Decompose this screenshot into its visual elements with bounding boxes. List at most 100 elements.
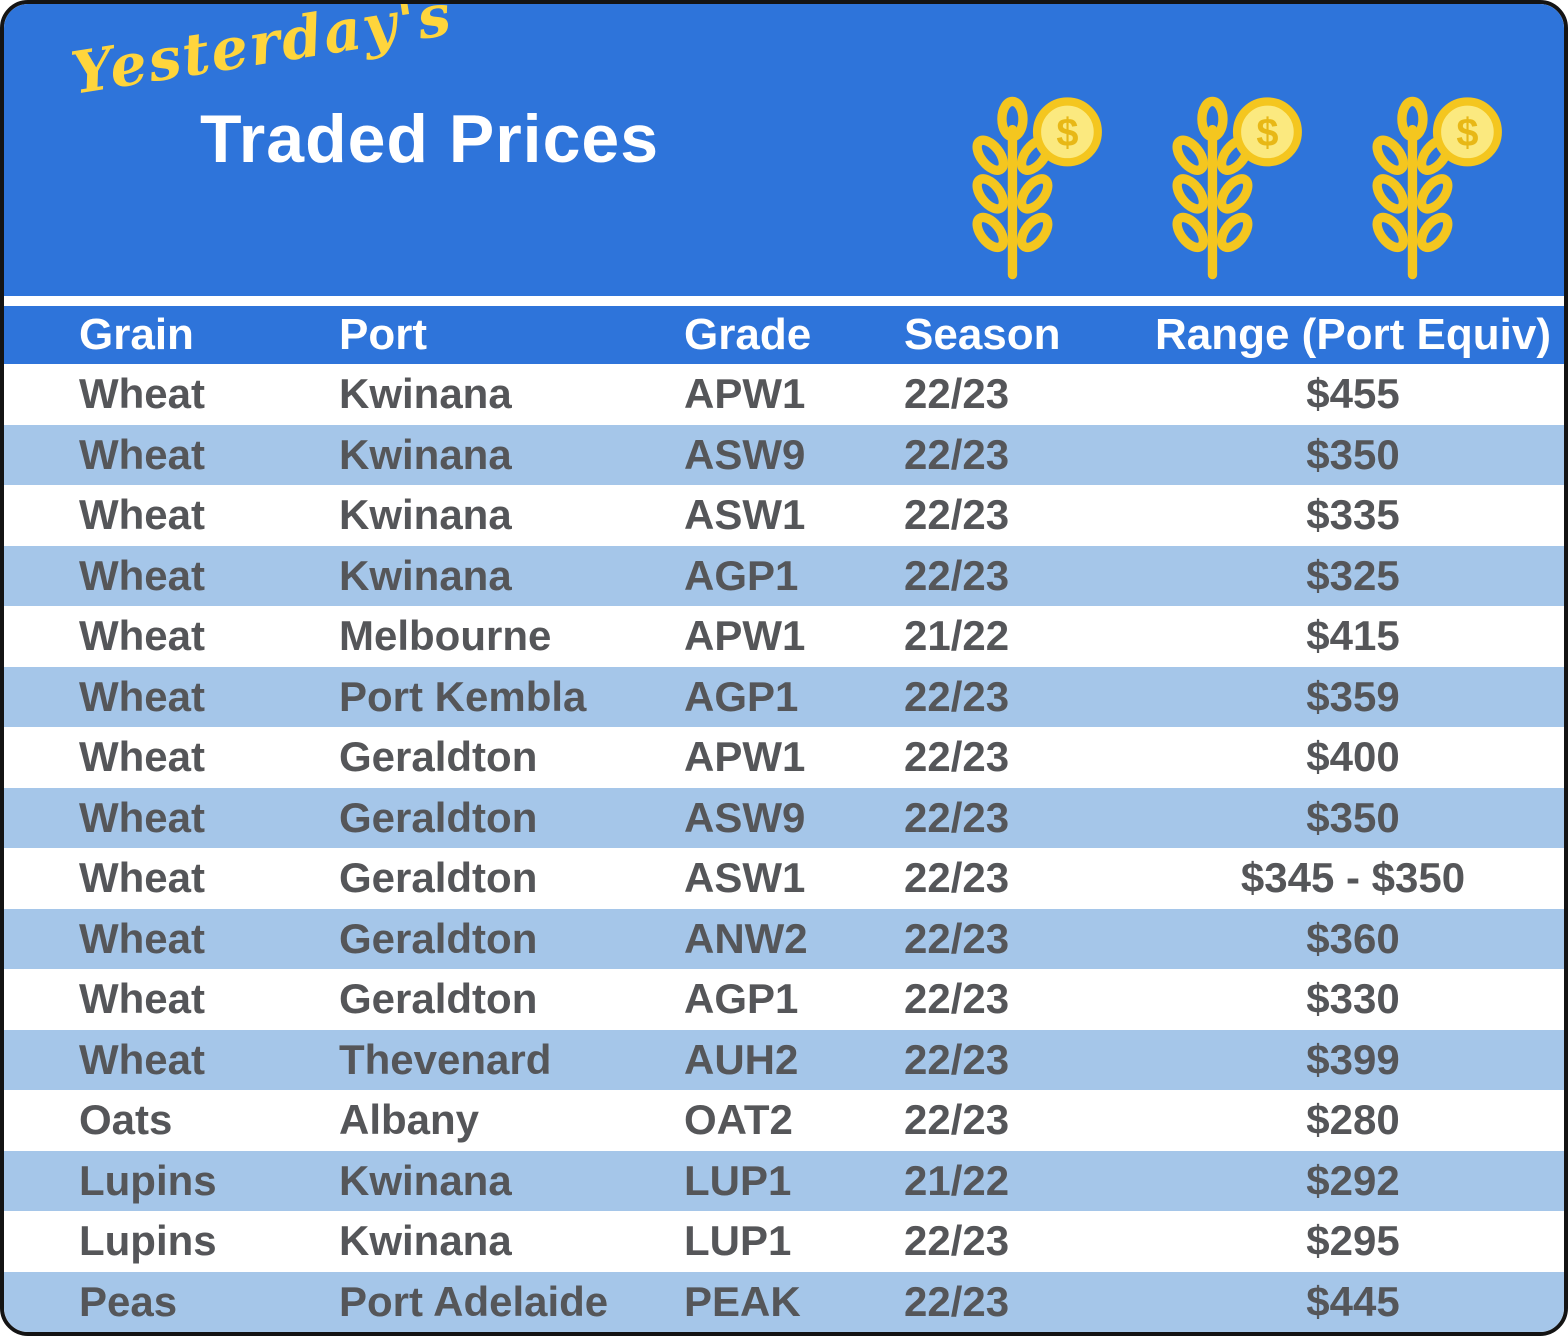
cell-grade: OAT2: [684, 1096, 793, 1144]
cell-grade: APW1: [684, 612, 806, 660]
table-row: Wheat Geraldton ASW1 22/23 $345 - $350: [4, 848, 1564, 909]
cell-range: $455: [1306, 370, 1400, 418]
cell-grain: Wheat: [79, 491, 205, 539]
table-row: Wheat Geraldton ASW9 22/23 $350: [4, 787, 1564, 848]
cell-port: Geraldton: [339, 733, 538, 781]
cell-grain: Peas: [79, 1277, 178, 1325]
cell-port: Geraldton: [339, 975, 538, 1023]
table-row: Wheat Port Kembla AGP1 22/23 $359: [4, 666, 1564, 727]
table-row: Wheat Geraldton ANW2 22/23 $360: [4, 908, 1564, 969]
table-row: Wheat Kwinana ASW1 22/23 $335: [4, 485, 1564, 546]
wheat-coin-icon: $: [1372, 96, 1502, 280]
cell-season: 22/23: [904, 491, 1010, 539]
cell-season: 22/23: [904, 733, 1010, 781]
cell-range: $292: [1306, 1156, 1400, 1204]
coin-dollar-symbol: $: [1056, 111, 1078, 155]
cell-season: 22/23: [904, 672, 1010, 720]
table-row: Wheat Melbourne APW1 21/22 $415: [4, 606, 1564, 667]
cell-port: Geraldton: [339, 914, 538, 962]
cell-grain: Lupins: [79, 1217, 217, 1265]
cell-range: $280: [1306, 1096, 1400, 1144]
cell-season: 22/23: [904, 1035, 1010, 1083]
cell-grade: AGP1: [684, 551, 799, 599]
cell-range: $359: [1306, 672, 1400, 720]
cell-season: 22/23: [904, 914, 1010, 962]
table-row: Lupins Kwinana LUP1 22/23 $295: [4, 1211, 1564, 1272]
cell-grain: Oats: [79, 1096, 173, 1144]
wheat-icons-group: $ $: [954, 92, 1506, 284]
wheat-coin-icon: $: [972, 96, 1102, 280]
cell-range: $325: [1306, 551, 1400, 599]
cell-range: $399: [1306, 1035, 1400, 1083]
cell-range: $415: [1306, 612, 1400, 660]
cell-grade: AGP1: [684, 975, 799, 1023]
cell-grain: Wheat: [79, 793, 205, 841]
cell-grade: APW1: [684, 370, 806, 418]
cell-season: 22/23: [904, 793, 1010, 841]
cell-grade: LUP1: [684, 1156, 792, 1204]
cell-range: $335: [1306, 491, 1400, 539]
table-row: Wheat Kwinana AGP1 22/23 $325: [4, 545, 1564, 606]
cell-season: 22/23: [904, 430, 1010, 478]
coin-dollar-symbol: $: [1456, 111, 1478, 155]
coin-icon: [1232, 97, 1302, 167]
cell-port: Thevenard: [339, 1035, 552, 1083]
cell-range: $350: [1306, 430, 1400, 478]
cell-range: $360: [1306, 914, 1400, 962]
cell-grain: Wheat: [79, 612, 205, 660]
cell-port: Kwinana: [339, 491, 512, 539]
cell-port: Kwinana: [339, 1217, 512, 1265]
cell-grain: Lupins: [79, 1156, 217, 1204]
cell-range: $295: [1306, 1217, 1400, 1265]
table-row: Peas Port Adelaide PEAK 22/23 $445: [4, 1271, 1564, 1332]
cell-range: $400: [1306, 733, 1400, 781]
cell-port: Melbourne: [339, 612, 552, 660]
table-header-row: Grain Port Grade Season Range (Port Equi…: [4, 306, 1564, 364]
wheat-coin-icon: $: [1172, 96, 1302, 280]
table-row: Wheat Geraldton AGP1 22/23 $330: [4, 969, 1564, 1030]
cell-range: $350: [1306, 793, 1400, 841]
cell-port: Kwinana: [339, 1156, 512, 1204]
cell-grade: ASW1: [684, 854, 806, 902]
cell-grain: Wheat: [79, 1035, 205, 1083]
cell-grain: Wheat: [79, 733, 205, 781]
cell-grade: LUP1: [684, 1217, 792, 1265]
cell-port: Kwinana: [339, 430, 512, 478]
coin-icon: [1032, 97, 1102, 167]
cell-grain: Wheat: [79, 975, 205, 1023]
table-row: Wheat Geraldton APW1 22/23 $400: [4, 727, 1564, 788]
cell-range: $330: [1306, 975, 1400, 1023]
cell-season: 22/23: [904, 975, 1010, 1023]
cell-grain: Wheat: [79, 370, 205, 418]
column-header-port: Port: [339, 306, 684, 364]
cell-season: 21/22: [904, 612, 1010, 660]
cell-grade: ASW1: [684, 491, 806, 539]
cell-port: Geraldton: [339, 793, 538, 841]
table-body: Wheat Kwinana APW1 22/23 $455 Wheat Kwinana ASW…: [4, 364, 1564, 1332]
cell-port: Port Adelaide: [339, 1277, 609, 1325]
cell-range: $445: [1306, 1277, 1400, 1325]
prices-table-container: Grain Port Grade Season Range (Port Equi…: [4, 306, 1564, 1332]
page-title: Traded Prices: [200, 101, 660, 177]
cell-port: Kwinana: [339, 551, 512, 599]
cell-season: 22/23: [904, 854, 1010, 902]
column-header-range: Range (Port Equiv): [1134, 306, 1564, 364]
cell-season: 22/23: [904, 1217, 1010, 1265]
table-row: Oats Albany OAT2 22/23 $280: [4, 1090, 1564, 1151]
cell-grade: ASW9: [684, 430, 806, 478]
cell-grade: AGP1: [684, 672, 799, 720]
coin-icon: [1432, 97, 1502, 167]
table-row: Wheat Kwinana APW1 22/23 $455: [4, 364, 1564, 425]
column-header-season: Season: [904, 306, 1134, 364]
cell-port: Kwinana: [339, 370, 512, 418]
cell-grain: Wheat: [79, 430, 205, 478]
cell-season: 22/23: [904, 1096, 1010, 1144]
cell-grade: APW1: [684, 733, 806, 781]
cell-port: Geraldton: [339, 854, 538, 902]
cell-range: $345 - $350: [1240, 854, 1466, 902]
column-header-grade: Grade: [684, 306, 904, 364]
table-row: Wheat Kwinana ASW9 22/23 $350: [4, 424, 1564, 485]
yesterdays-script-label: Yesterday's: [66, 0, 458, 108]
header-banner: Yesterday's Traded Prices $: [4, 4, 1564, 306]
